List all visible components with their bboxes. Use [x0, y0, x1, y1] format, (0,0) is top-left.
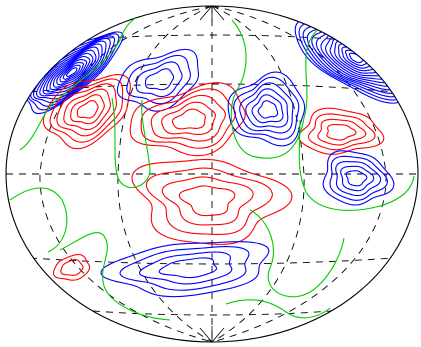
- zero-contour-8: [225, 299, 331, 319]
- negative-northwest-level-5: [36, 40, 107, 100]
- negative-northeast-level-4: [245, 88, 289, 128]
- negative-northwest-level-2: [27, 33, 120, 111]
- positive-south-center-level-1: [131, 158, 293, 245]
- positive-contours-southwest: [52, 253, 91, 281]
- zero-contours: [9, 11, 415, 321]
- negative-northwest-level-9: [49, 52, 94, 91]
- positive-center-level-2: [140, 88, 237, 149]
- positive-east-level-2: [307, 113, 376, 151]
- zero-contour-1: [19, 11, 151, 151]
- parallel-far-south: [79, 309, 345, 316]
- positive-center-level-4: [161, 101, 216, 136]
- negative-contours-northeast: [227, 71, 306, 147]
- zero-contour-7: [249, 209, 345, 298]
- negative-south-level-2: [119, 246, 250, 291]
- negative-north-center-level-4: [144, 68, 175, 91]
- negative-east-level-2: [329, 155, 388, 201]
- negative-northwest-level-6: [39, 43, 103, 97]
- positive-center-level-1: [129, 82, 246, 157]
- zero-contour-6: [59, 232, 171, 321]
- negative-northeast-level-3: [239, 82, 294, 134]
- positive-southwest-level-2: [60, 259, 84, 276]
- positive-northwest-level-4: [63, 88, 111, 131]
- north-pole-marker: [199, 5, 225, 22]
- negative-north-center-level-2: [126, 54, 191, 105]
- zero-contour-3: [230, 15, 337, 159]
- contours: [9, 11, 415, 321]
- negative-northwest-level-12: [59, 61, 84, 83]
- meridian-east-2: [211, 6, 387, 342]
- positive-south-center-level-4: [178, 185, 236, 217]
- negative-northeast-level-6: [257, 100, 279, 119]
- zero-contour-2: [111, 97, 151, 189]
- map-content: [6, 6, 418, 342]
- south-pole-marker: [199, 326, 225, 343]
- negative-northwest-level-10: [52, 55, 91, 88]
- parallel-north: [29, 83, 395, 93]
- positive-contours-center: [129, 82, 246, 157]
- positive-south-center-level-3: [161, 176, 254, 226]
- positive-center-level-5: [171, 108, 206, 130]
- negative-north-center-level-3: [135, 61, 183, 98]
- positive-southwest-level-1: [52, 253, 91, 281]
- positive-center-level-3: [150, 94, 226, 142]
- negative-northwest-level-13: [62, 64, 81, 80]
- negative-northwest-level-7: [42, 46, 100, 95]
- meridian-west-2: [39, 6, 213, 342]
- negative-northwest-level-8: [46, 49, 97, 93]
- positive-east-level-3: [317, 118, 367, 146]
- negative-east-level-4: [340, 165, 375, 192]
- negative-contours-north-center: [116, 48, 200, 112]
- negative-south-level-3: [139, 251, 233, 285]
- negative-contours-northwest: [25, 31, 124, 115]
- positive-northwest-level-6: [76, 99, 99, 119]
- negative-east-level-1: [322, 150, 395, 206]
- zero-contour-5: [9, 187, 68, 253]
- positive-northwest-level-3: [56, 83, 117, 137]
- negative-northeast-level-1: [227, 71, 306, 147]
- negative-northwest-level-4: [32, 37, 111, 104]
- negative-northwest-level-14: [66, 67, 78, 77]
- positive-contours-south-center: [131, 158, 293, 245]
- negative-northwest-level-3: [30, 35, 116, 107]
- parallel-south: [29, 257, 395, 265]
- negative-south-level-4: [158, 257, 218, 279]
- negative-northeast-level-2: [233, 76, 300, 140]
- negative-north-center-level-1: [116, 48, 200, 112]
- positive-northwest-level-1: [42, 74, 131, 150]
- negative-east-level-5: [345, 170, 368, 187]
- negative-east-level-3: [335, 161, 382, 197]
- positive-south-center-level-2: [145, 167, 273, 235]
- positive-east-level-4: [326, 123, 357, 141]
- negative-northwest-level-11: [56, 59, 88, 86]
- negative-contours-east: [322, 150, 395, 206]
- zero-contour-4: [298, 119, 415, 211]
- meridian-east-1: [211, 6, 305, 342]
- positive-northwest-level-5: [70, 94, 105, 125]
- positive-contours-northwest: [42, 74, 131, 150]
- negative-northeast-level-5: [251, 94, 284, 124]
